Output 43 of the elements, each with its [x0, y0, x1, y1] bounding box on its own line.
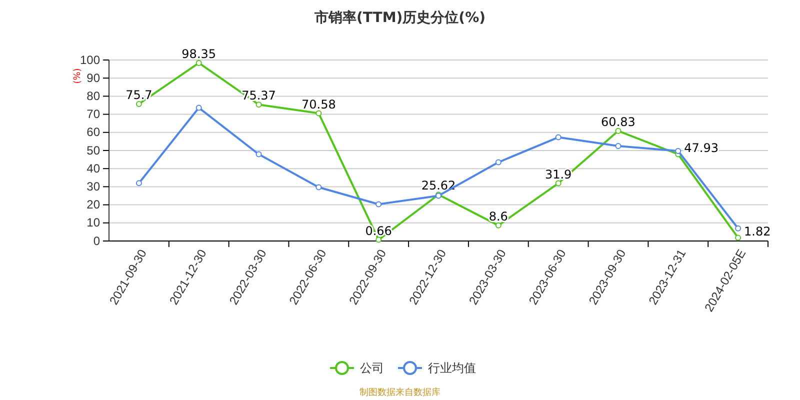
point — [615, 128, 622, 134]
point — [555, 180, 562, 186]
point — [136, 180, 142, 186]
point — [555, 134, 562, 140]
point — [316, 184, 322, 190]
data-label: 8.6 — [488, 209, 508, 224]
legend-label: 行业均值 — [428, 361, 476, 375]
point — [256, 151, 262, 158]
data-label: 25.62 — [421, 178, 456, 193]
y-tick-label: 60 — [86, 125, 100, 140]
point — [316, 110, 322, 116]
y-tick-label: 100 — [80, 52, 100, 67]
point — [256, 102, 262, 108]
y-tick-label: 80 — [86, 89, 100, 104]
point — [495, 222, 502, 228]
point — [675, 148, 682, 154]
data-label: 60.83 — [601, 114, 636, 129]
y-tick-label: 10 — [86, 216, 100, 230]
point — [376, 201, 382, 208]
y-tick-label: 50 — [86, 143, 100, 158]
data-label: 75.7 — [126, 88, 152, 102]
data-label: 1.82 — [744, 224, 771, 239]
point — [196, 60, 202, 66]
y-tick-label: 0 — [93, 234, 100, 248]
y-tick-label: 20 — [86, 198, 100, 212]
data-label: 70.58 — [302, 97, 336, 112]
y-tick-label: 90 — [86, 70, 100, 85]
point — [615, 142, 622, 149]
point — [376, 236, 382, 243]
legend-label: 公司 — [360, 361, 384, 375]
chart-title: 市销率(TTM)历史分位(%) — [314, 9, 486, 26]
point — [136, 100, 142, 107]
point — [196, 104, 202, 111]
text: 制图数据来自数据库 — [360, 387, 440, 398]
point — [735, 234, 742, 241]
data-label: 98.35 — [182, 46, 216, 61]
y-tick-label: 70 — [86, 107, 100, 122]
point — [735, 225, 742, 232]
y-tick-label: 30 — [86, 180, 100, 194]
data-label: 47.93 — [684, 141, 718, 156]
y-tick-label: 40 — [86, 161, 100, 176]
point — [495, 159, 502, 166]
y-axis-title: (%) — [73, 68, 83, 84]
